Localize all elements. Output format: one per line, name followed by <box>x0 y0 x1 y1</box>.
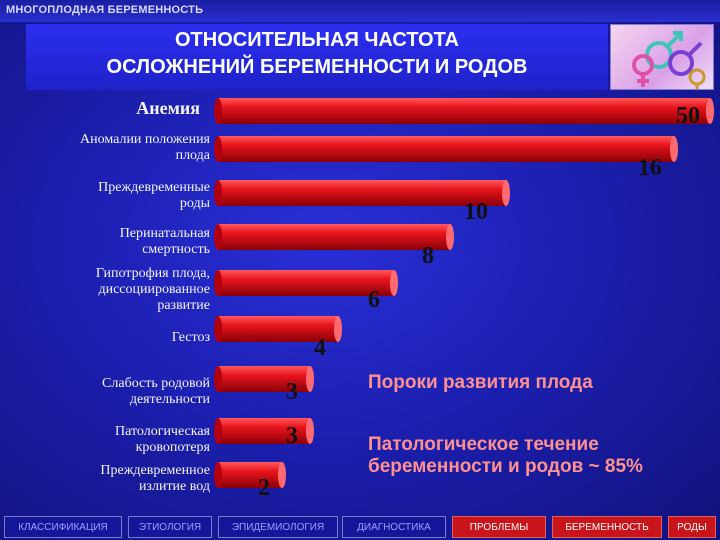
bar-body <box>218 462 282 488</box>
title-line-2: ОСЛОЖНЕНИЙ БЕРЕМЕННОСТИ И РОДОВ <box>106 56 528 78</box>
value-label: 50 <box>676 103 700 129</box>
bar-cap-right <box>670 136 678 162</box>
value-label: 3 <box>286 379 298 405</box>
bar <box>214 316 342 342</box>
bar-cap-right <box>334 316 342 342</box>
bar <box>214 270 398 296</box>
bar-body <box>218 418 310 444</box>
value-label: 10 <box>464 199 488 225</box>
slide-title: ОТНОСИТЕЛЬНАЯ ЧАСТОТА ОСЛОЖНЕНИЙ БЕРЕМЕН… <box>26 27 608 81</box>
bar-cap-right <box>390 270 398 296</box>
bar-cap-left <box>214 136 222 162</box>
bar-body <box>218 366 310 392</box>
value-label: 6 <box>368 287 380 313</box>
bar-chart <box>214 98 714 488</box>
bar-cap-right <box>306 418 314 444</box>
bar-cap-right <box>706 98 714 124</box>
category-label: Гипотрофия плода, диссоциированное разви… <box>95 266 210 313</box>
annotation-malformations: Пороки развития плода <box>368 372 593 393</box>
title-box <box>26 24 608 90</box>
bar <box>214 224 454 250</box>
category-label: Аномалии положения плода <box>80 132 210 163</box>
value-label: 3 <box>286 423 298 449</box>
category-label: Анемия <box>136 98 200 118</box>
bar-cap-left <box>214 418 222 444</box>
category-label: Преждевременные роды <box>98 180 210 211</box>
bar <box>214 136 678 162</box>
bar <box>214 462 286 488</box>
category-label: Патологическая кровопотеря <box>115 424 210 455</box>
bar-cap-right <box>502 180 510 206</box>
bar-cap-left <box>214 462 222 488</box>
top-strip <box>0 0 720 22</box>
annotation-pathological-course: Патологическое течение беременности и ро… <box>368 434 643 477</box>
bar-body <box>218 224 450 250</box>
bar-cap-right <box>306 366 314 392</box>
bar-cap-left <box>214 366 222 392</box>
value-label: 16 <box>638 155 662 181</box>
bar-cap-right <box>278 462 286 488</box>
section-label: МНОГОПЛОДНАЯ БЕРЕМЕННОСТЬ <box>6 4 204 16</box>
bar <box>214 180 510 206</box>
nav-button[interactable]: ПРОБЛЕМЫ <box>452 516 546 538</box>
bar-body <box>218 98 710 124</box>
bar-cap-right <box>446 224 454 250</box>
category-label: Гестоз <box>171 330 210 345</box>
nav-button[interactable]: РОДЫ <box>668 516 716 538</box>
value-label: 2 <box>258 475 270 501</box>
nav-button[interactable]: ЭТИОЛОГИЯ <box>128 516 212 538</box>
category-label: Преждевременное излитие вод <box>100 463 210 494</box>
bar <box>214 418 314 444</box>
category-label: Перинатальная смертность <box>119 226 210 257</box>
nav-button[interactable]: КЛАССИФИКАЦИЯ <box>4 516 122 538</box>
gender-symbols-icon <box>632 31 706 89</box>
value-label: 8 <box>422 243 434 269</box>
bar <box>214 366 314 392</box>
bar-cap-left <box>214 316 222 342</box>
bar-body <box>218 136 674 162</box>
title-line-1: ОТНОСИТЕЛЬНАЯ ЧАСТОТА <box>175 29 459 51</box>
bar-body <box>218 270 394 296</box>
bar-body <box>218 316 338 342</box>
bar-cap-left <box>214 224 222 250</box>
bar-cap-left <box>214 180 222 206</box>
bar-cap-left <box>214 270 222 296</box>
bar-cap-left <box>214 98 222 124</box>
value-label: 4 <box>314 335 326 361</box>
bar-body <box>218 180 506 206</box>
logo-box <box>610 24 714 90</box>
bar <box>214 98 714 124</box>
nav-button[interactable]: БЕРЕМЕННОСТЬ <box>552 516 662 538</box>
nav-button[interactable]: ЭПИДЕМИОЛОГИЯ <box>218 516 338 538</box>
category-label: Слабость родовой деятельности <box>102 376 210 407</box>
nav-button[interactable]: ДИАГНОСТИКА <box>342 516 446 538</box>
